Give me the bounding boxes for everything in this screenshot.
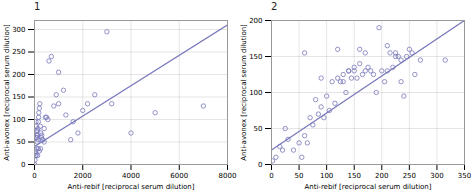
- svg-text:50: 50: [17, 138, 26, 146]
- html-text:1: 1: [34, 1, 41, 12]
- svg-text:Anti-avonex [reciprocal serum: Anti-avonex [reciprocal serum dilution]: [3, 24, 11, 161]
- svg-text:Anti-rebif [reciprocal serum d: Anti-rebif [reciprocal serum dilution]: [67, 183, 194, 191]
- svg-text:100: 100: [320, 172, 333, 180]
- svg-text:50: 50: [254, 125, 263, 133]
- html-text:2: 2: [271, 1, 278, 12]
- svg-text:50: 50: [295, 172, 304, 180]
- svg-text:100: 100: [249, 89, 262, 97]
- svg-text:200: 200: [12, 71, 25, 79]
- svg-text:150: 150: [12, 93, 25, 101]
- svg-text:250: 250: [403, 172, 416, 180]
- svg-text:Anti-rebif [reciprocal serum d: Anti-rebif [reciprocal serum dilution]: [304, 183, 431, 191]
- svg-text:6000: 6000: [170, 172, 188, 180]
- svg-text:300: 300: [12, 26, 25, 34]
- svg-text:0: 0: [21, 161, 25, 169]
- svg-text:4000: 4000: [122, 172, 140, 180]
- svg-text:250: 250: [12, 48, 25, 56]
- svg-text:0: 0: [32, 172, 36, 180]
- svg-text:0: 0: [258, 161, 262, 169]
- svg-text:300: 300: [430, 172, 443, 180]
- svg-text:0: 0: [269, 172, 273, 180]
- svg-text:2000: 2000: [74, 172, 92, 180]
- svg-text:150: 150: [249, 53, 262, 61]
- svg-text:100: 100: [12, 116, 25, 124]
- svg-text:200: 200: [249, 17, 262, 25]
- svg-text:150: 150: [348, 172, 361, 180]
- svg-text:350: 350: [458, 172, 471, 180]
- svg-text:8000: 8000: [219, 172, 237, 180]
- svg-text:Anti-avonex [reciprocal serum: Anti-avonex [reciprocal serum dilution]: [240, 24, 248, 161]
- svg-text:200: 200: [375, 172, 388, 180]
